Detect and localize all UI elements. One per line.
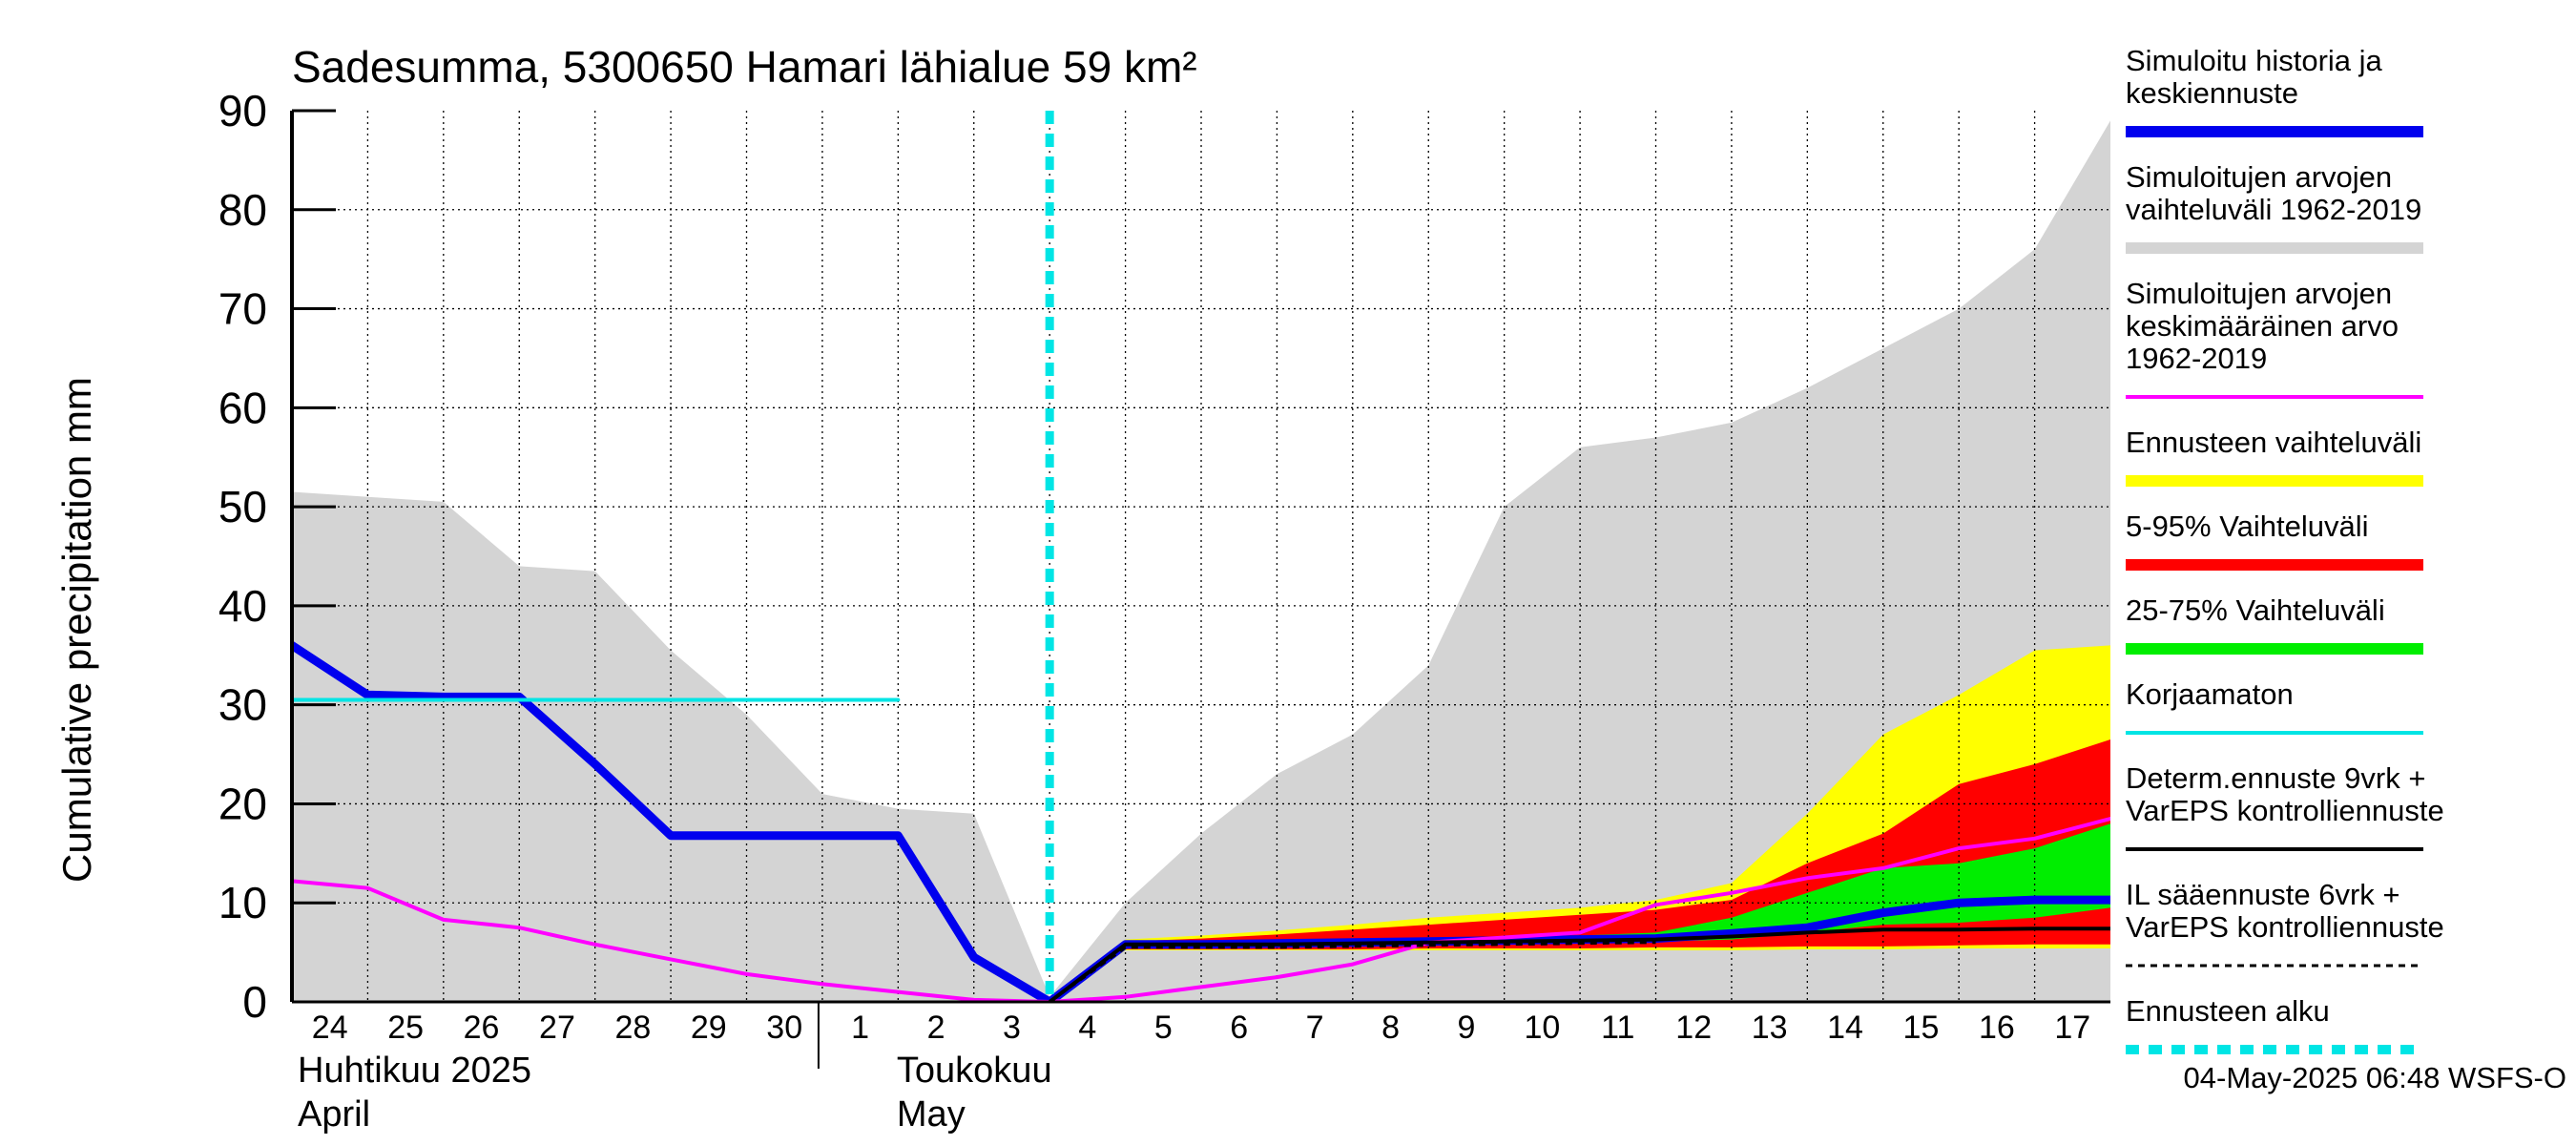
y-tick-label: 70 bbox=[218, 284, 267, 334]
x-tick-label: 7 bbox=[1306, 1010, 1324, 1046]
band-2 bbox=[1049, 739, 2110, 1002]
legend-label: Simuloitujen arvojen bbox=[2126, 160, 2392, 194]
y-tick-label: 60 bbox=[218, 383, 267, 432]
y-tick-label: 30 bbox=[218, 680, 267, 730]
x-tick-label: 3 bbox=[1003, 1010, 1021, 1046]
x-tick-label: 10 bbox=[1524, 1010, 1560, 1046]
legend-label: Ennusteen vaihteluväli bbox=[2126, 426, 2421, 459]
series-line-4 bbox=[1049, 941, 1656, 1002]
legend-label: Korjaamaton bbox=[2126, 677, 2294, 711]
x-tick-label: 8 bbox=[1381, 1010, 1400, 1046]
x-tick-label: 25 bbox=[387, 1010, 424, 1046]
y-tick-label: 20 bbox=[218, 779, 267, 828]
month-label: Toukokuu bbox=[897, 1051, 1052, 1091]
legend-label: vaihteluväli 1962-2019 bbox=[2126, 193, 2421, 226]
legend-entry: 25-75% Vaihteluväli bbox=[2126, 593, 2423, 655]
legend: Simuloitu historia jakeskiennusteSimuloi… bbox=[2126, 44, 2444, 1054]
series-line-3 bbox=[1048, 926, 2110, 1002]
legend-entry: Ennusteen alku bbox=[2126, 994, 2423, 1054]
x-tick-label: 14 bbox=[1827, 1010, 1863, 1046]
chart-title: Sadesumma, 5300650 Hamari lähialue 59 km… bbox=[292, 42, 1197, 92]
month-label-en: April bbox=[298, 1094, 370, 1135]
legend-label: IL sääennuste 6vrk + bbox=[2126, 878, 2400, 911]
y-tick-label: 90 bbox=[218, 86, 267, 135]
y-tick-label: 10 bbox=[218, 878, 267, 927]
legend-label: Ennusteen alku bbox=[2126, 994, 2330, 1028]
y-tick-label: 50 bbox=[218, 482, 267, 531]
x-tick-label: 30 bbox=[766, 1010, 802, 1046]
plot-content bbox=[292, 111, 2110, 1002]
x-tick-label: 28 bbox=[614, 1010, 651, 1046]
x-tick-label: 5 bbox=[1154, 1010, 1173, 1046]
x-tick-label: 17 bbox=[2054, 1010, 2090, 1046]
x-tick-label: 15 bbox=[1903, 1010, 1940, 1046]
legend-entry: 5-95% Vaihteluväli bbox=[2126, 510, 2423, 571]
y-tick-label: 80 bbox=[218, 185, 267, 235]
y-axis-label: Cumulative precipitation mm bbox=[54, 377, 99, 883]
x-tick-label: 9 bbox=[1457, 1010, 1475, 1046]
legend-label: 5-95% Vaihteluväli bbox=[2126, 510, 2368, 543]
x-tick-label: 4 bbox=[1078, 1010, 1096, 1046]
x-tick-label: 13 bbox=[1752, 1010, 1788, 1046]
legend-entry: Ennusteen vaihteluväli bbox=[2126, 426, 2423, 487]
x-tick-label: 26 bbox=[464, 1010, 500, 1046]
x-tick-label: 6 bbox=[1230, 1010, 1248, 1046]
legend-label: VarEPS kontrolliennuste bbox=[2126, 794, 2444, 827]
legend-entry: Korjaamaton bbox=[2126, 677, 2423, 735]
x-tick-label: 12 bbox=[1675, 1010, 1712, 1046]
x-tick-label: 2 bbox=[927, 1010, 945, 1046]
x-tick-label: 29 bbox=[691, 1010, 727, 1046]
y-tick-label: 40 bbox=[218, 581, 267, 631]
legend-label: 1962-2019 bbox=[2126, 342, 2267, 375]
legend-entry: Determ.ennuste 9vrk +VarEPS kontrollienn… bbox=[2126, 761, 2444, 851]
series-line-1 bbox=[292, 817, 2110, 1002]
month-label: Huhtikuu 2025 bbox=[298, 1051, 531, 1091]
x-tick-label: 1 bbox=[851, 1010, 869, 1046]
legend-label: keskimääräinen arvo bbox=[2126, 309, 2399, 343]
legend-label: Simuloitujen arvojen bbox=[2126, 277, 2392, 310]
legend-label: keskiennuste bbox=[2126, 76, 2298, 110]
legend-label: VarEPS kontrolliennuste bbox=[2126, 910, 2444, 944]
x-tick-label: 11 bbox=[1601, 1010, 1634, 1046]
legend-label: Determ.ennuste 9vrk + bbox=[2126, 761, 2425, 795]
x-tick-label: 27 bbox=[539, 1010, 575, 1046]
y-tick-label: 0 bbox=[242, 977, 267, 1027]
legend-entry: IL sääennuste 6vrk + VarEPS kontrollienn… bbox=[2126, 878, 2444, 968]
legend-label: Simuloitu historia ja bbox=[2126, 44, 2383, 77]
month-label-en: May bbox=[897, 1094, 966, 1135]
x-tick-label: 16 bbox=[1979, 1010, 2015, 1046]
legend-label: 25-75% Vaihteluväli bbox=[2126, 593, 2385, 627]
timestamp-footer: 04-May-2025 06:48 WSFS-O bbox=[2184, 1061, 2566, 1094]
x-tick-label: 24 bbox=[312, 1010, 348, 1046]
